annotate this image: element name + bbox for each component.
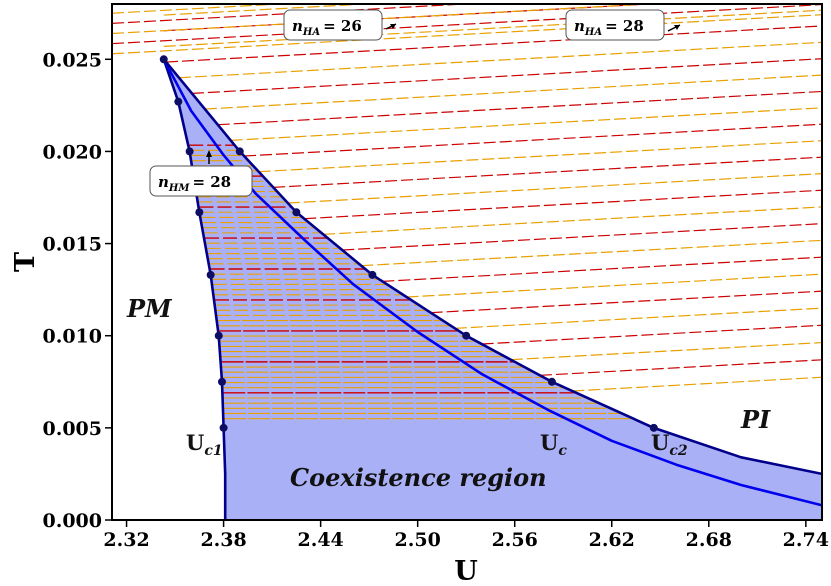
ha-level-line <box>323 206 822 235</box>
ha-level-line <box>258 140 822 173</box>
y-tick-label: 0.005 <box>43 418 103 440</box>
curve-marker <box>235 147 244 156</box>
x-axis-title: U <box>454 556 478 586</box>
curve-marker <box>174 97 183 106</box>
uc2-curve-label: Uc2 <box>651 430 688 459</box>
ha-level-line <box>217 90 822 126</box>
x-tick-label: 2.56 <box>492 529 538 551</box>
ha-level-line <box>112 4 475 24</box>
x-tick-label: 2.44 <box>297 529 343 551</box>
pi-region-label: PI <box>740 405 771 434</box>
ha-level-line <box>178 41 822 79</box>
svg-text:nHM= 28: nHM = 28 <box>158 173 231 194</box>
uc-curve-label: Uc <box>540 430 567 459</box>
ha-level-line <box>112 0 822 3</box>
ha-level-line <box>273 156 822 188</box>
uc1-curve <box>162 58 227 520</box>
ha-level-line <box>112 4 291 14</box>
ha-level-line <box>112 14 822 55</box>
ha-level-line <box>510 341 822 361</box>
x-tick-label: 2.32 <box>103 529 149 551</box>
pm-region-label: PM <box>126 294 173 323</box>
ha-level-line <box>244 123 822 157</box>
ha-level-line <box>406 273 822 298</box>
ha-level-line <box>454 307 822 329</box>
x-tick-label: 2.50 <box>395 529 441 551</box>
curve-marker <box>462 331 471 340</box>
y-tick-label: 0.000 <box>43 510 103 532</box>
ha-level-line <box>361 239 822 267</box>
ha-level-line <box>342 223 822 251</box>
curve-marker <box>292 208 301 217</box>
annotation-nha-26: nHA = 26 <box>283 9 397 41</box>
ha-level-line <box>166 25 822 63</box>
y-axis-title: T <box>10 252 41 272</box>
coexistence-region-label: Coexistence region <box>290 463 547 492</box>
ha-level-line <box>163 9 822 47</box>
ha-level-line <box>191 58 822 94</box>
y-tick-label: 0.015 <box>43 234 103 256</box>
curve-marker <box>217 377 226 386</box>
ha-level-line <box>539 359 822 376</box>
ha-level-line <box>304 189 822 220</box>
uc-curve <box>162 58 822 507</box>
annotation-nhm-28: nHM = 28 <box>149 150 253 197</box>
x-tick-label: 2.62 <box>589 529 635 551</box>
curve-marker <box>368 270 377 279</box>
curve-marker <box>159 55 168 64</box>
ha-level-line <box>287 173 822 204</box>
svg-text:nHA= 26: nHA = 26 <box>292 17 362 38</box>
y-tick-label: 0.010 <box>43 326 103 348</box>
curve-marker <box>649 423 658 432</box>
ha-level-line <box>112 4 822 45</box>
curve-marker <box>219 423 228 432</box>
curve-marker <box>185 147 194 156</box>
x-tick-label: 2.38 <box>200 529 246 551</box>
uc1-curve-label: Uc1 <box>186 430 223 459</box>
ha-level-line <box>204 74 822 110</box>
curve-marker <box>214 331 223 340</box>
x-tick-label: 2.68 <box>686 529 732 551</box>
curve-marker <box>195 208 204 217</box>
svg-text:nHA= 28: nHA = 28 <box>574 17 644 38</box>
y-tick-label: 0.025 <box>43 49 103 71</box>
coexistence-region-fill <box>163 59 822 520</box>
ha-level-line <box>230 107 822 141</box>
ha-level-line <box>112 4 660 35</box>
curve-marker <box>547 377 556 386</box>
ha-level-line <box>382 256 822 282</box>
ha-level-line <box>430 290 822 314</box>
y-tick-label: 0.020 <box>43 141 103 163</box>
x-tick-label: 2.74 <box>783 529 829 551</box>
ha-level-line <box>481 324 822 345</box>
curve-marker <box>206 270 215 279</box>
ha-level-line <box>163 4 661 32</box>
annotation-nha-28: nHA = 28 <box>565 9 681 41</box>
ha-level-line <box>572 376 822 392</box>
plot-frame <box>111 3 823 521</box>
